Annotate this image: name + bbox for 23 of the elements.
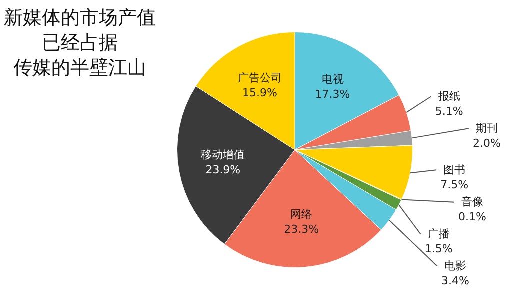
slice-label: 报纸 <box>437 90 460 103</box>
text: 传媒的半壁江山 <box>12 56 148 81</box>
data-label: 23.9% <box>206 163 241 176</box>
slice-label: 广播 <box>428 228 450 241</box>
data-label: 15.9% <box>242 86 278 100</box>
slice-label: 图书 <box>444 163 466 176</box>
data-label: 1.5% <box>424 242 453 256</box>
data-label: 5.1% <box>435 104 464 118</box>
slice-label: 音像 <box>461 196 484 209</box>
data-label: 17.3% <box>315 88 350 101</box>
data-label: 0.1% <box>458 210 486 224</box>
data-label: 23.3% <box>284 223 320 236</box>
chart-subtitle: 已经占据 <box>41 31 119 56</box>
chart-title: 新媒体的市场产值 <box>4 6 156 31</box>
slice-label: 移动增值 <box>201 148 246 162</box>
data-label: 3.4% <box>441 274 470 288</box>
slice-label: 期刊 <box>476 122 498 135</box>
slice-label: 电影 <box>444 260 466 273</box>
data-label: 7.5% <box>440 178 469 192</box>
slice-label: 电视 <box>322 72 344 86</box>
slice-label: 网络 <box>290 208 313 222</box>
slice-label: 广告公司 <box>238 71 282 84</box>
data-label: 2.0% <box>472 136 501 150</box>
